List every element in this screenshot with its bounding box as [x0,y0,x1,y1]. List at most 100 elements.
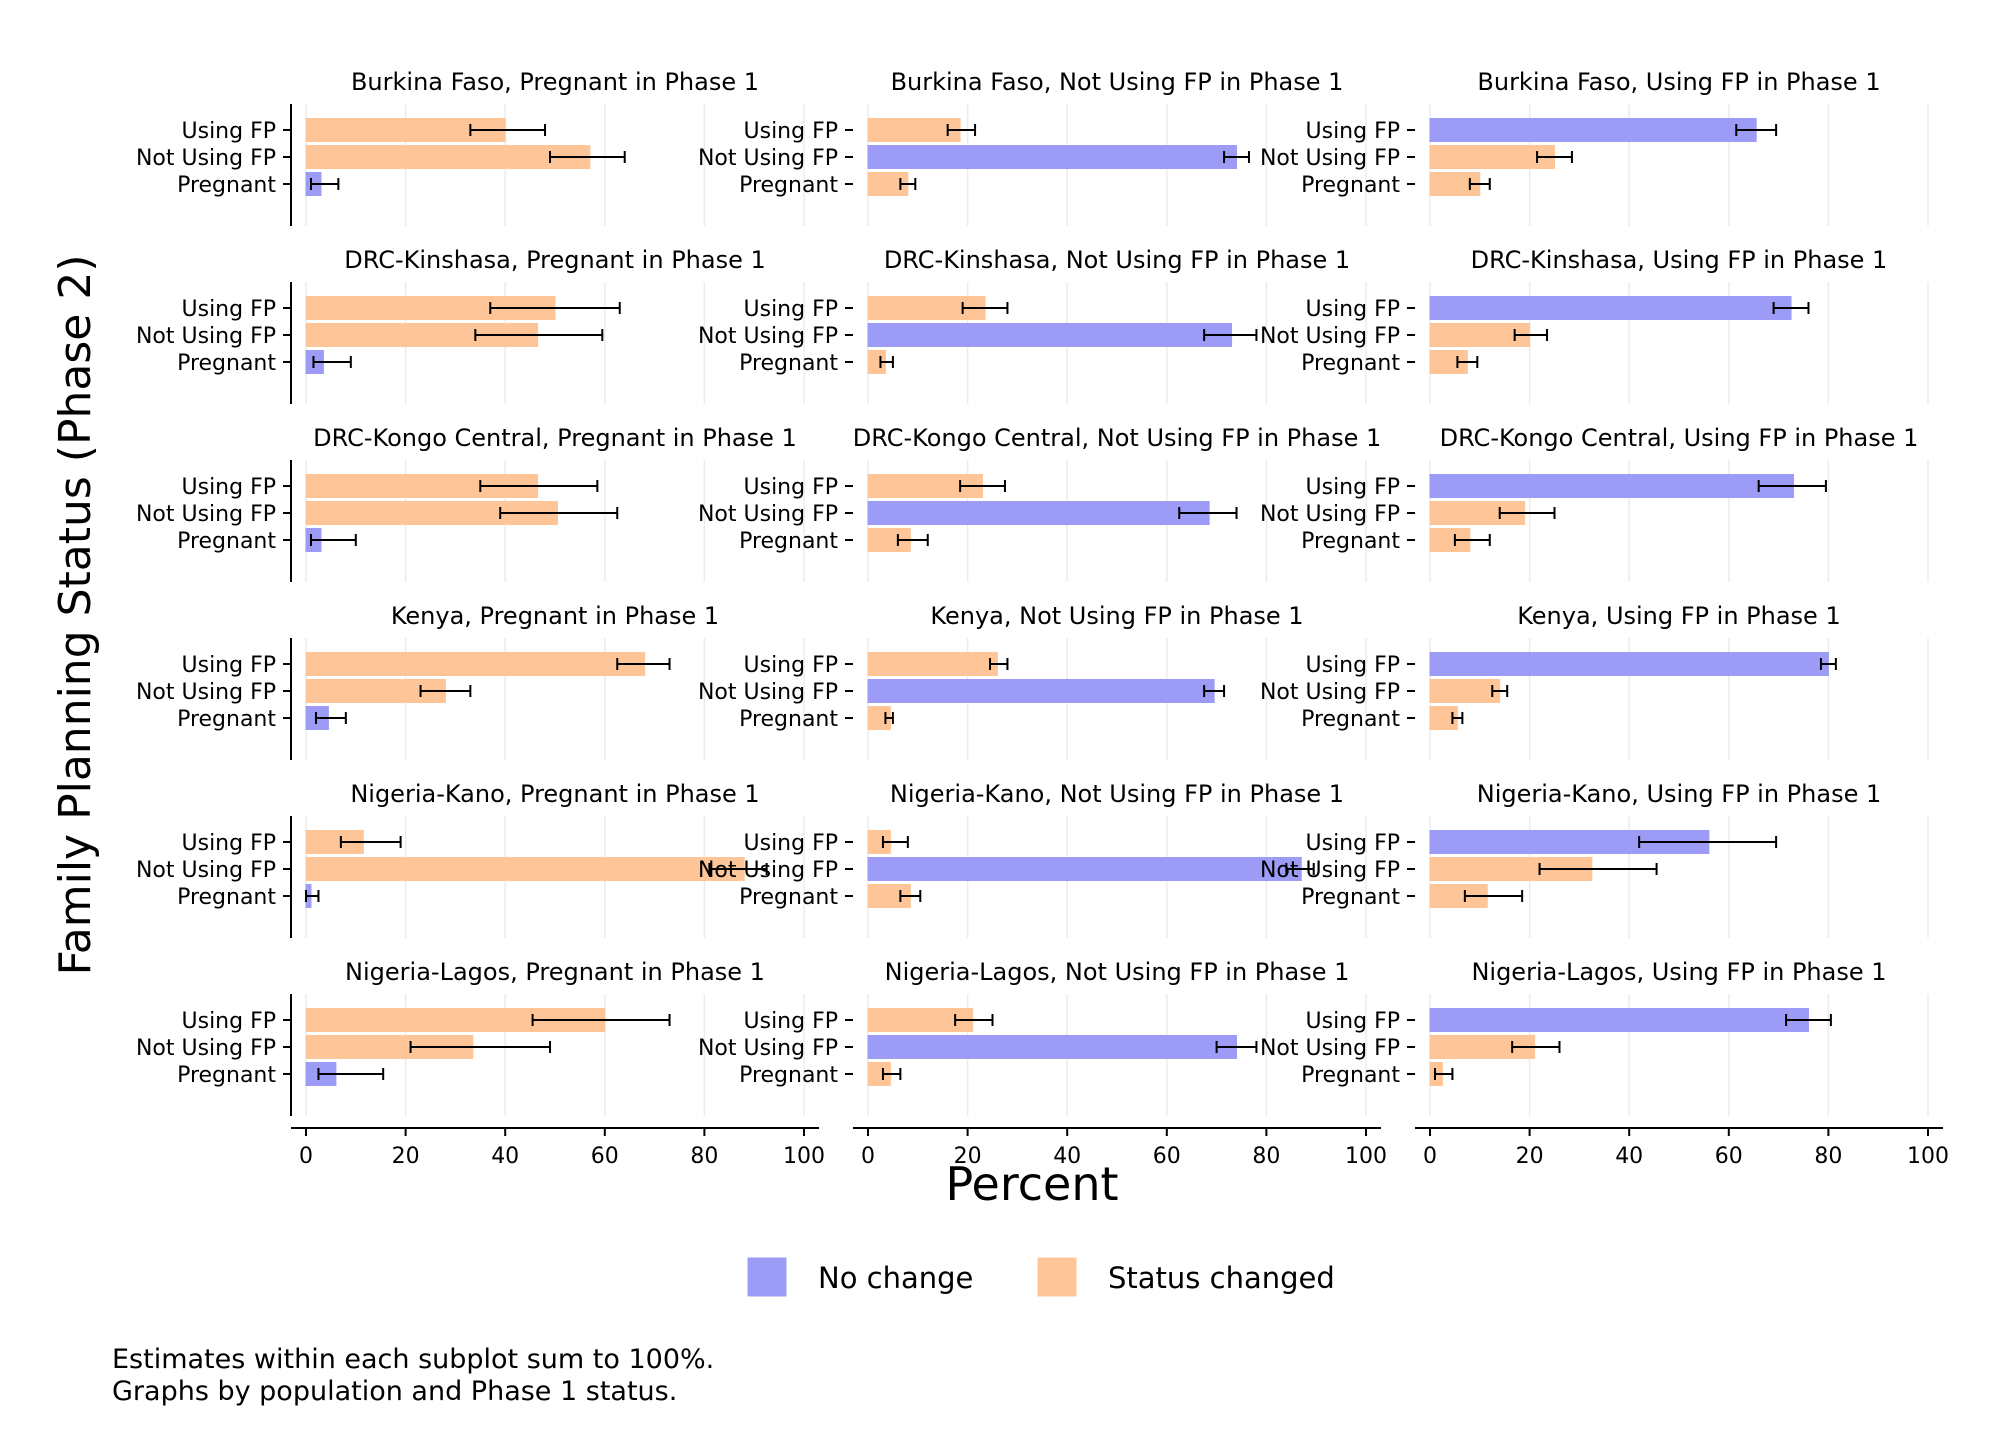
category-label: Pregnant [1301,173,1400,198]
category-label: Not Using FP [1260,146,1400,171]
panel-title: DRC-Kinshasa, Not Using FP in Phase 1 [884,246,1350,274]
panel: Nigeria-Kano, Pregnant in Phase 1 Using F… [136,780,805,938]
chart-notes: Estimates within each subplot sum to 100… [112,1344,714,1407]
error-bar [469,124,547,136]
error-bar [896,534,929,546]
panel-title: Nigeria-Lagos, Pregnant in Phase 1 [345,958,765,986]
bar [1429,652,1829,676]
category-label: Not Using FP [698,324,838,349]
error-bar [1215,1041,1258,1053]
category-label: Using FP [182,297,277,322]
category-label: Not Using FP [1260,858,1400,883]
error-bar [1223,151,1250,163]
error-bar [1511,1041,1561,1053]
error-bar [1785,1014,1832,1026]
x-tick-label: 80 [1814,1144,1842,1169]
error-bar [1638,836,1778,848]
error-bar [1285,863,1315,875]
error-bar [499,507,619,519]
bar [305,652,646,676]
note-line: Estimates within each subplot sum to 100… [112,1344,714,1375]
bar [1429,296,1792,320]
legend: No change Status changed [747,1257,1335,1297]
panel: Nigeria-Kano, Using FP in Phase 1 Using F… [1260,780,1929,938]
x-tick-label: 80 [1252,1144,1280,1169]
legend-label: Status changed [1108,1261,1335,1295]
category-label: Not Using FP [136,680,276,705]
error-bar [1451,712,1464,724]
error-bar [309,178,340,190]
panel: DRC-Kongo Central, Pregnant in Phase 1 Us… [136,424,805,582]
category-label: Using FP [182,653,277,678]
category-label: Not Using FP [1260,680,1400,705]
legend-swatch [747,1257,787,1297]
x-tick-label: 0 [299,1144,313,1169]
category-label: Pregnant [1301,885,1400,910]
panel-title: Kenya, Using FP in Phase 1 [1517,602,1840,630]
bar [1429,474,1795,498]
category-label: Using FP [744,831,839,856]
bar [867,1035,1238,1059]
x-tick-label: 40 [1053,1144,1081,1169]
x-tick-label: 40 [491,1144,519,1169]
bar [1429,1008,1809,1032]
panel-title: Nigeria-Kano, Using FP in Phase 1 [1477,780,1881,808]
category-label: Not Using FP [136,324,276,349]
category-label: Using FP [182,475,277,500]
panel-title: Nigeria-Lagos, Using FP in Phase 1 [1471,958,1886,986]
panel-title: Kenya, Pregnant in Phase 1 [391,602,719,630]
x-tick-label: 0 [861,1144,875,1169]
x-tick-label: 100 [1907,1144,1949,1169]
error-bar [1513,329,1549,341]
category-label: Not Using FP [698,858,838,883]
x-tick-label: 100 [1345,1144,1387,1169]
category-label: Pregnant [739,173,838,198]
panel: DRC-Kinshasa, Using FP in Phase 1 Using F… [1260,246,1929,404]
error-bar [1757,480,1827,492]
error-bar [312,356,352,368]
error-bar [1498,507,1556,519]
error-bar [1735,124,1778,136]
error-bar [489,302,621,314]
category-label: Pregnant [1301,529,1400,554]
bar [305,145,591,169]
panel-title: Burkina Faso, Using FP in Phase 1 [1477,68,1880,96]
x-tick-label: 60 [591,1144,619,1169]
category-label: Using FP [744,119,839,144]
error-bar [1456,356,1479,368]
category-label: Using FP [1306,119,1401,144]
error-bar [339,836,402,848]
category-label: Using FP [744,475,839,500]
error-bar [1772,302,1810,314]
category-label: Pregnant [739,351,838,376]
x-tick-label: 80 [690,1144,718,1169]
category-label: Pregnant [739,529,838,554]
panel: Nigeria-Lagos, Pregnant in Phase 1 Using … [136,958,825,1169]
error-bar [1819,658,1837,670]
x-tick-label: 20 [392,1144,420,1169]
x-tick-label: 40 [1615,1144,1643,1169]
error-bar [1203,329,1258,341]
panel-title: DRC-Kinshasa, Using FP in Phase 1 [1471,246,1888,274]
bar [867,323,1233,347]
error-bar [989,658,1009,670]
error-bar [899,890,922,902]
bar [867,145,1238,169]
bar [867,118,961,142]
bar [1429,679,1501,703]
bar [867,857,1302,881]
error-bar [1433,1068,1454,1080]
error-bar [1536,151,1573,163]
error-bar [946,124,977,136]
error-bar [1463,890,1524,902]
error-bar [314,712,347,724]
x-tick-label: 20 [954,1144,982,1169]
error-bar [881,1068,902,1080]
category-label: Pregnant [177,529,276,554]
category-label: Using FP [182,1009,277,1034]
category-label: Not Using FP [698,1036,838,1061]
category-label: Not Using FP [136,1036,276,1061]
category-label: Pregnant [177,351,276,376]
panel: DRC-Kongo Central, Not Using FP in Phase… [698,424,1381,582]
